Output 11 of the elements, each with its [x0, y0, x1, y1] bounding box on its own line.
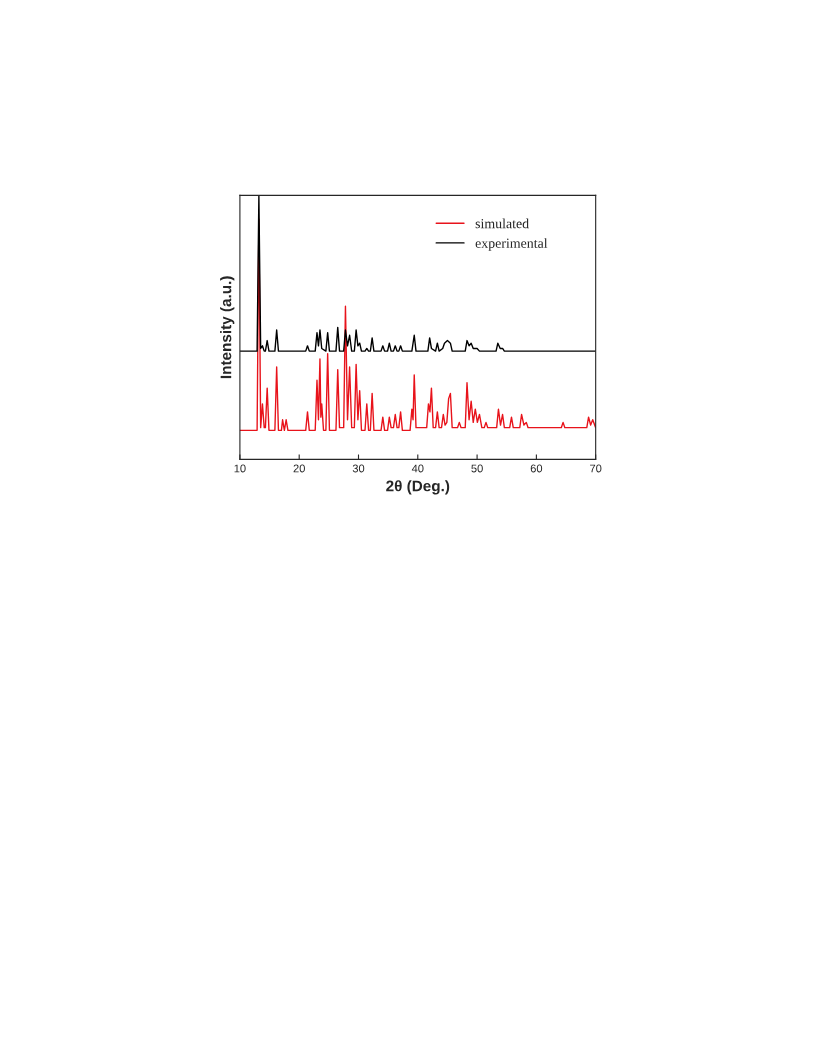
x-tick-label: 60 — [530, 464, 543, 473]
x-tick-label: 40 — [411, 464, 424, 473]
x-tick-label: 50 — [471, 464, 483, 473]
y-axis-title: Intensity (a.u.) — [220, 276, 235, 379]
legend-label: experimental — [475, 238, 548, 251]
x-tick-label: 20 — [293, 464, 305, 473]
x-tick-label: 30 — [352, 464, 365, 473]
x-axis-title: 2θ (Deg.) — [386, 480, 450, 495]
legend-label: simulated — [475, 218, 529, 229]
x-tick-label: 10 — [234, 464, 246, 473]
x-tick-label: 70 — [590, 464, 602, 473]
